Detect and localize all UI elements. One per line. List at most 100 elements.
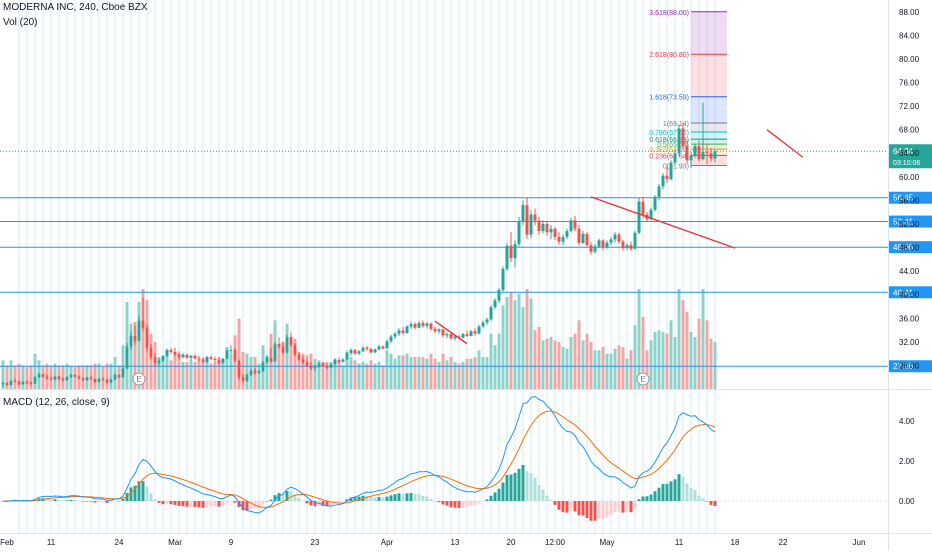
level-price-label: 56.45 bbox=[893, 194, 914, 203]
volume-bar bbox=[293, 338, 297, 389]
volume-bar bbox=[373, 363, 377, 389]
candle-body bbox=[65, 377, 69, 381]
volume-bar bbox=[365, 363, 369, 389]
macd-tick-label: 2.00 bbox=[899, 457, 915, 466]
level-price-label: 40.41 bbox=[893, 288, 914, 297]
macd-histogram-bar bbox=[277, 493, 281, 501]
macd-histogram-bar bbox=[621, 501, 625, 513]
volume-bar bbox=[685, 312, 689, 389]
volume-bar bbox=[177, 353, 181, 389]
time-tick-label: 12:00 bbox=[545, 538, 566, 547]
candle-body bbox=[377, 346, 381, 350]
candle-body bbox=[709, 153, 713, 159]
volume-bar bbox=[501, 305, 505, 389]
macd-histogram-bar bbox=[461, 501, 465, 508]
macd-histogram-bar bbox=[257, 501, 261, 508]
price-tick-label: 40.00 bbox=[899, 291, 920, 300]
candle-body bbox=[121, 368, 125, 378]
macd-histogram-bar bbox=[165, 501, 169, 504]
candle-body bbox=[625, 245, 629, 249]
volume-bar bbox=[141, 289, 145, 389]
macd-histogram-bar bbox=[265, 500, 269, 502]
macd-line bbox=[2, 395, 716, 514]
volume-bar bbox=[629, 350, 633, 389]
macd-histogram-bar bbox=[105, 501, 109, 503]
time-tick-label: 18 bbox=[731, 538, 740, 547]
volume-bar bbox=[337, 362, 341, 389]
volume-bar bbox=[441, 353, 445, 389]
candle-body bbox=[489, 307, 493, 320]
macd-histogram-bar bbox=[133, 485, 137, 501]
candle-body bbox=[509, 245, 513, 259]
volume-bar bbox=[161, 357, 165, 389]
level-price-label: 48.06 bbox=[893, 243, 914, 252]
macd-histogram-bar bbox=[69, 499, 73, 501]
macd-histogram bbox=[1, 464, 717, 521]
macd-histogram-bar bbox=[409, 493, 413, 501]
candle-body bbox=[485, 319, 489, 323]
level-price-badge bbox=[889, 241, 932, 254]
price-tick-label: 52.00 bbox=[899, 220, 920, 229]
candle-body bbox=[685, 146, 689, 161]
candle-body bbox=[701, 152, 705, 160]
volume-bar bbox=[537, 327, 541, 389]
macd-signal-line bbox=[2, 410, 716, 508]
volume-bar bbox=[105, 363, 109, 389]
candle-body bbox=[73, 374, 77, 377]
fib-level-label: 1.618(73.59) bbox=[649, 95, 689, 102]
volume-bar bbox=[585, 333, 589, 389]
volume-bar bbox=[181, 362, 185, 389]
candle-body bbox=[621, 241, 625, 249]
volume-bar bbox=[381, 365, 385, 389]
macd-histogram-bar bbox=[649, 494, 653, 501]
candle-body bbox=[81, 378, 85, 381]
candle-body bbox=[561, 236, 565, 242]
macd-histogram-bar bbox=[433, 500, 437, 502]
volume-bar bbox=[545, 338, 549, 389]
macd-histogram-bar bbox=[653, 491, 657, 501]
candle-body bbox=[705, 152, 709, 154]
price-tick-label: 72.00 bbox=[899, 102, 920, 111]
candle-body bbox=[301, 359, 305, 363]
fib-zone bbox=[691, 139, 727, 145]
price-tick-label: 64.00 bbox=[899, 149, 920, 158]
volume-bar bbox=[521, 307, 525, 389]
price-tick-label: 76.00 bbox=[899, 79, 920, 88]
level-price-label: 27.86 bbox=[893, 362, 914, 371]
macd-histogram-bar bbox=[405, 493, 409, 501]
macd-histogram-bar bbox=[501, 482, 505, 501]
candle-body bbox=[137, 320, 141, 341]
candle-body bbox=[205, 357, 209, 362]
volume-bar bbox=[433, 358, 437, 389]
volume-bar bbox=[61, 365, 65, 389]
volume-bar bbox=[445, 360, 449, 389]
macd-histogram-bar bbox=[469, 501, 473, 506]
macd-histogram-bar bbox=[157, 501, 161, 503]
fib-level-label: 2.618(80.80) bbox=[649, 52, 689, 59]
candle-body bbox=[481, 322, 485, 327]
volume-bar bbox=[693, 337, 697, 389]
macd-histogram-bar bbox=[369, 496, 373, 501]
volume-indicator-label[interactable]: Vol (20) bbox=[3, 17, 38, 28]
macd-histogram-bar bbox=[113, 501, 117, 502]
volume-layer bbox=[1, 289, 717, 389]
macd-histogram-bar bbox=[313, 501, 317, 507]
volume-bar bbox=[265, 355, 269, 389]
macd-histogram-bar bbox=[377, 497, 381, 501]
macd-indicator-label[interactable]: MACD (12, 26, close, 9) bbox=[3, 397, 110, 408]
macd-histogram-bar bbox=[521, 464, 525, 501]
candle-body bbox=[493, 300, 497, 308]
volume-bar bbox=[541, 340, 545, 389]
candle-body bbox=[337, 360, 341, 362]
macd-histogram-bar bbox=[141, 481, 145, 501]
volume-bar bbox=[709, 338, 713, 389]
volume-bar bbox=[317, 360, 321, 389]
candle-body bbox=[285, 337, 289, 353]
macd-histogram-bar bbox=[137, 481, 141, 501]
macd-histogram-bar bbox=[217, 501, 221, 507]
macd-histogram-bar bbox=[153, 499, 157, 501]
volume-bar bbox=[457, 363, 461, 389]
volume-bar bbox=[385, 350, 389, 389]
